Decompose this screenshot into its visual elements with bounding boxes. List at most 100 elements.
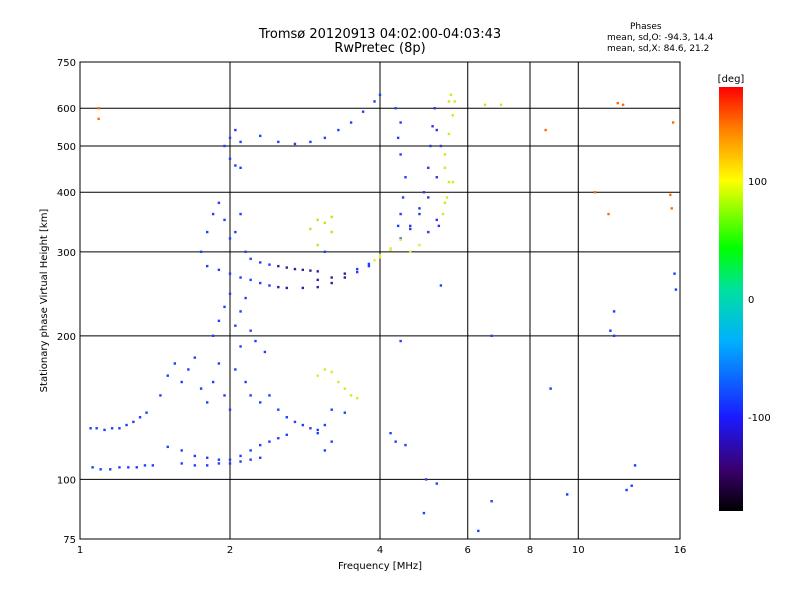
data-point — [367, 262, 371, 266]
y-axis-ticks: 75 100 200 300 400 500 600 750 — [57, 58, 76, 546]
data-point — [135, 466, 138, 469]
data-point — [447, 100, 451, 103]
data-point — [293, 420, 297, 424]
colorbar-tick-label: 100 — [748, 177, 767, 188]
data-point — [399, 238, 402, 241]
data-point — [441, 212, 445, 216]
data-point — [239, 460, 242, 463]
data-point — [277, 285, 280, 289]
data-point — [396, 136, 400, 140]
data-point — [435, 128, 438, 132]
data-point — [670, 207, 673, 210]
data-point — [316, 374, 319, 377]
data-point — [323, 368, 327, 371]
data-point — [95, 427, 98, 430]
data-point — [211, 212, 215, 216]
data-point — [239, 310, 242, 313]
data-point — [205, 401, 209, 404]
data-point — [217, 268, 221, 272]
data-point — [435, 176, 438, 179]
data-point — [309, 427, 312, 430]
data-point — [451, 114, 455, 117]
data-point — [399, 339, 402, 343]
data-point — [127, 466, 130, 469]
data-point — [447, 132, 451, 136]
data-point — [316, 270, 319, 273]
data-point — [301, 268, 305, 272]
data-point — [343, 411, 347, 414]
data-point — [422, 191, 426, 194]
data-point — [404, 176, 407, 179]
data-point — [316, 218, 319, 222]
y-tick-label: 75 — [63, 535, 76, 546]
data-point — [309, 140, 312, 144]
data-point — [228, 458, 232, 461]
data-point — [316, 428, 319, 432]
data-point — [323, 423, 327, 427]
data-point — [103, 428, 106, 432]
colorbar-tick-label: 0 — [748, 295, 754, 306]
data-point — [199, 250, 203, 254]
data-point — [378, 254, 382, 257]
data-point — [259, 456, 262, 459]
data-point — [249, 257, 252, 261]
data-point — [118, 427, 121, 430]
data-point — [309, 269, 312, 272]
data-point — [309, 227, 312, 231]
data-point — [277, 408, 280, 411]
data-point — [330, 215, 333, 219]
data-point — [565, 493, 569, 496]
data-point — [277, 264, 280, 268]
data-point — [609, 329, 612, 332]
data-point — [180, 449, 183, 452]
data-point — [674, 288, 678, 291]
data-point — [499, 103, 503, 107]
data-point — [138, 416, 142, 419]
chart-title: Tromsø 20120913 04:02:00-04:03:43 — [258, 27, 502, 42]
data-point — [285, 286, 288, 290]
data-point — [316, 278, 319, 282]
data-point — [217, 201, 221, 205]
data-point — [223, 144, 226, 148]
data-point — [180, 462, 183, 465]
data-point — [228, 136, 232, 140]
data-point — [431, 125, 434, 128]
data-point — [330, 281, 333, 285]
data-point — [187, 368, 190, 371]
data-point — [217, 458, 221, 461]
data-point — [285, 416, 288, 419]
data-point — [399, 212, 402, 216]
data-point — [223, 394, 226, 397]
data-point — [259, 261, 262, 264]
data-point — [244, 380, 247, 384]
data-point — [234, 164, 237, 167]
data-point — [621, 103, 625, 107]
plot-frame — [79, 61, 681, 540]
data-point — [228, 292, 232, 295]
colorbar-ticks: 100 0 -100 — [748, 177, 771, 424]
data-point — [401, 196, 405, 199]
y-tick-label: 400 — [57, 188, 76, 199]
data-point — [263, 350, 267, 354]
data-point — [427, 230, 430, 234]
data-point — [445, 196, 449, 199]
data-point — [373, 259, 376, 262]
data-point — [399, 121, 402, 124]
y-axis-label: Stationary phase Virtual Height [km] — [39, 209, 50, 393]
x-axis-label: Frequency [MHz] — [338, 561, 422, 572]
data-point — [373, 100, 376, 103]
y-tick-label: 600 — [57, 104, 76, 115]
data-point — [217, 462, 221, 465]
data-point — [239, 140, 242, 144]
data-point — [132, 420, 135, 424]
data-point — [337, 380, 340, 384]
data-point — [396, 224, 400, 228]
data-point — [239, 345, 242, 348]
data-point — [330, 230, 333, 234]
data-point — [259, 134, 262, 138]
data-point — [268, 263, 271, 266]
data-point — [435, 218, 438, 222]
data-point — [669, 193, 672, 197]
data-point — [205, 264, 209, 268]
